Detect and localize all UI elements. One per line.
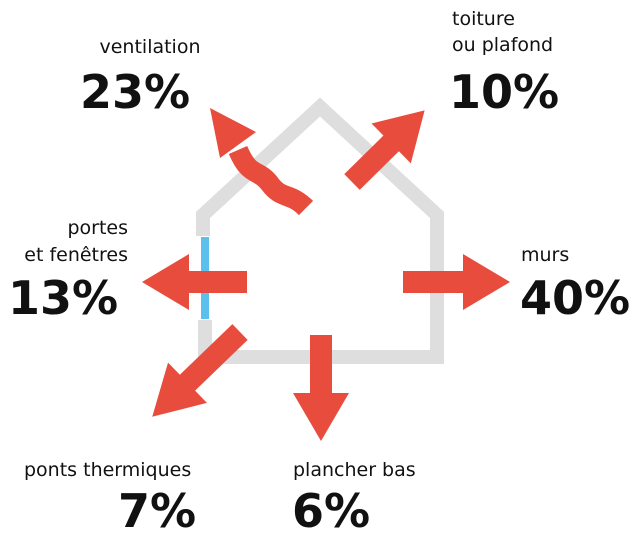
- arrow-roof: [332, 90, 444, 201]
- arrow-walls: [403, 254, 510, 310]
- percentage: 23%: [80, 65, 190, 119]
- percentage: 6%: [292, 484, 370, 535]
- percentage: 10%: [449, 65, 559, 119]
- arrows: [133, 90, 510, 441]
- arrow-bridges: [133, 312, 260, 437]
- label: ou plafond: [452, 34, 553, 56]
- percentage: 40%: [520, 271, 630, 325]
- percentage: 13%: [8, 271, 118, 325]
- label: plancher bas: [293, 459, 416, 481]
- heat-loss-diagram: ventilation 23% toiture ou plafond 10% p…: [0, 0, 641, 535]
- percentage: 7%: [118, 484, 196, 535]
- label: murs: [521, 244, 569, 266]
- label: et fenêtres: [24, 244, 128, 266]
- label: portes: [67, 217, 128, 239]
- arrow-doors: [142, 254, 247, 310]
- label: ventilation: [99, 36, 200, 58]
- label: toiture: [452, 8, 515, 30]
- label: ponts thermiques: [24, 459, 191, 481]
